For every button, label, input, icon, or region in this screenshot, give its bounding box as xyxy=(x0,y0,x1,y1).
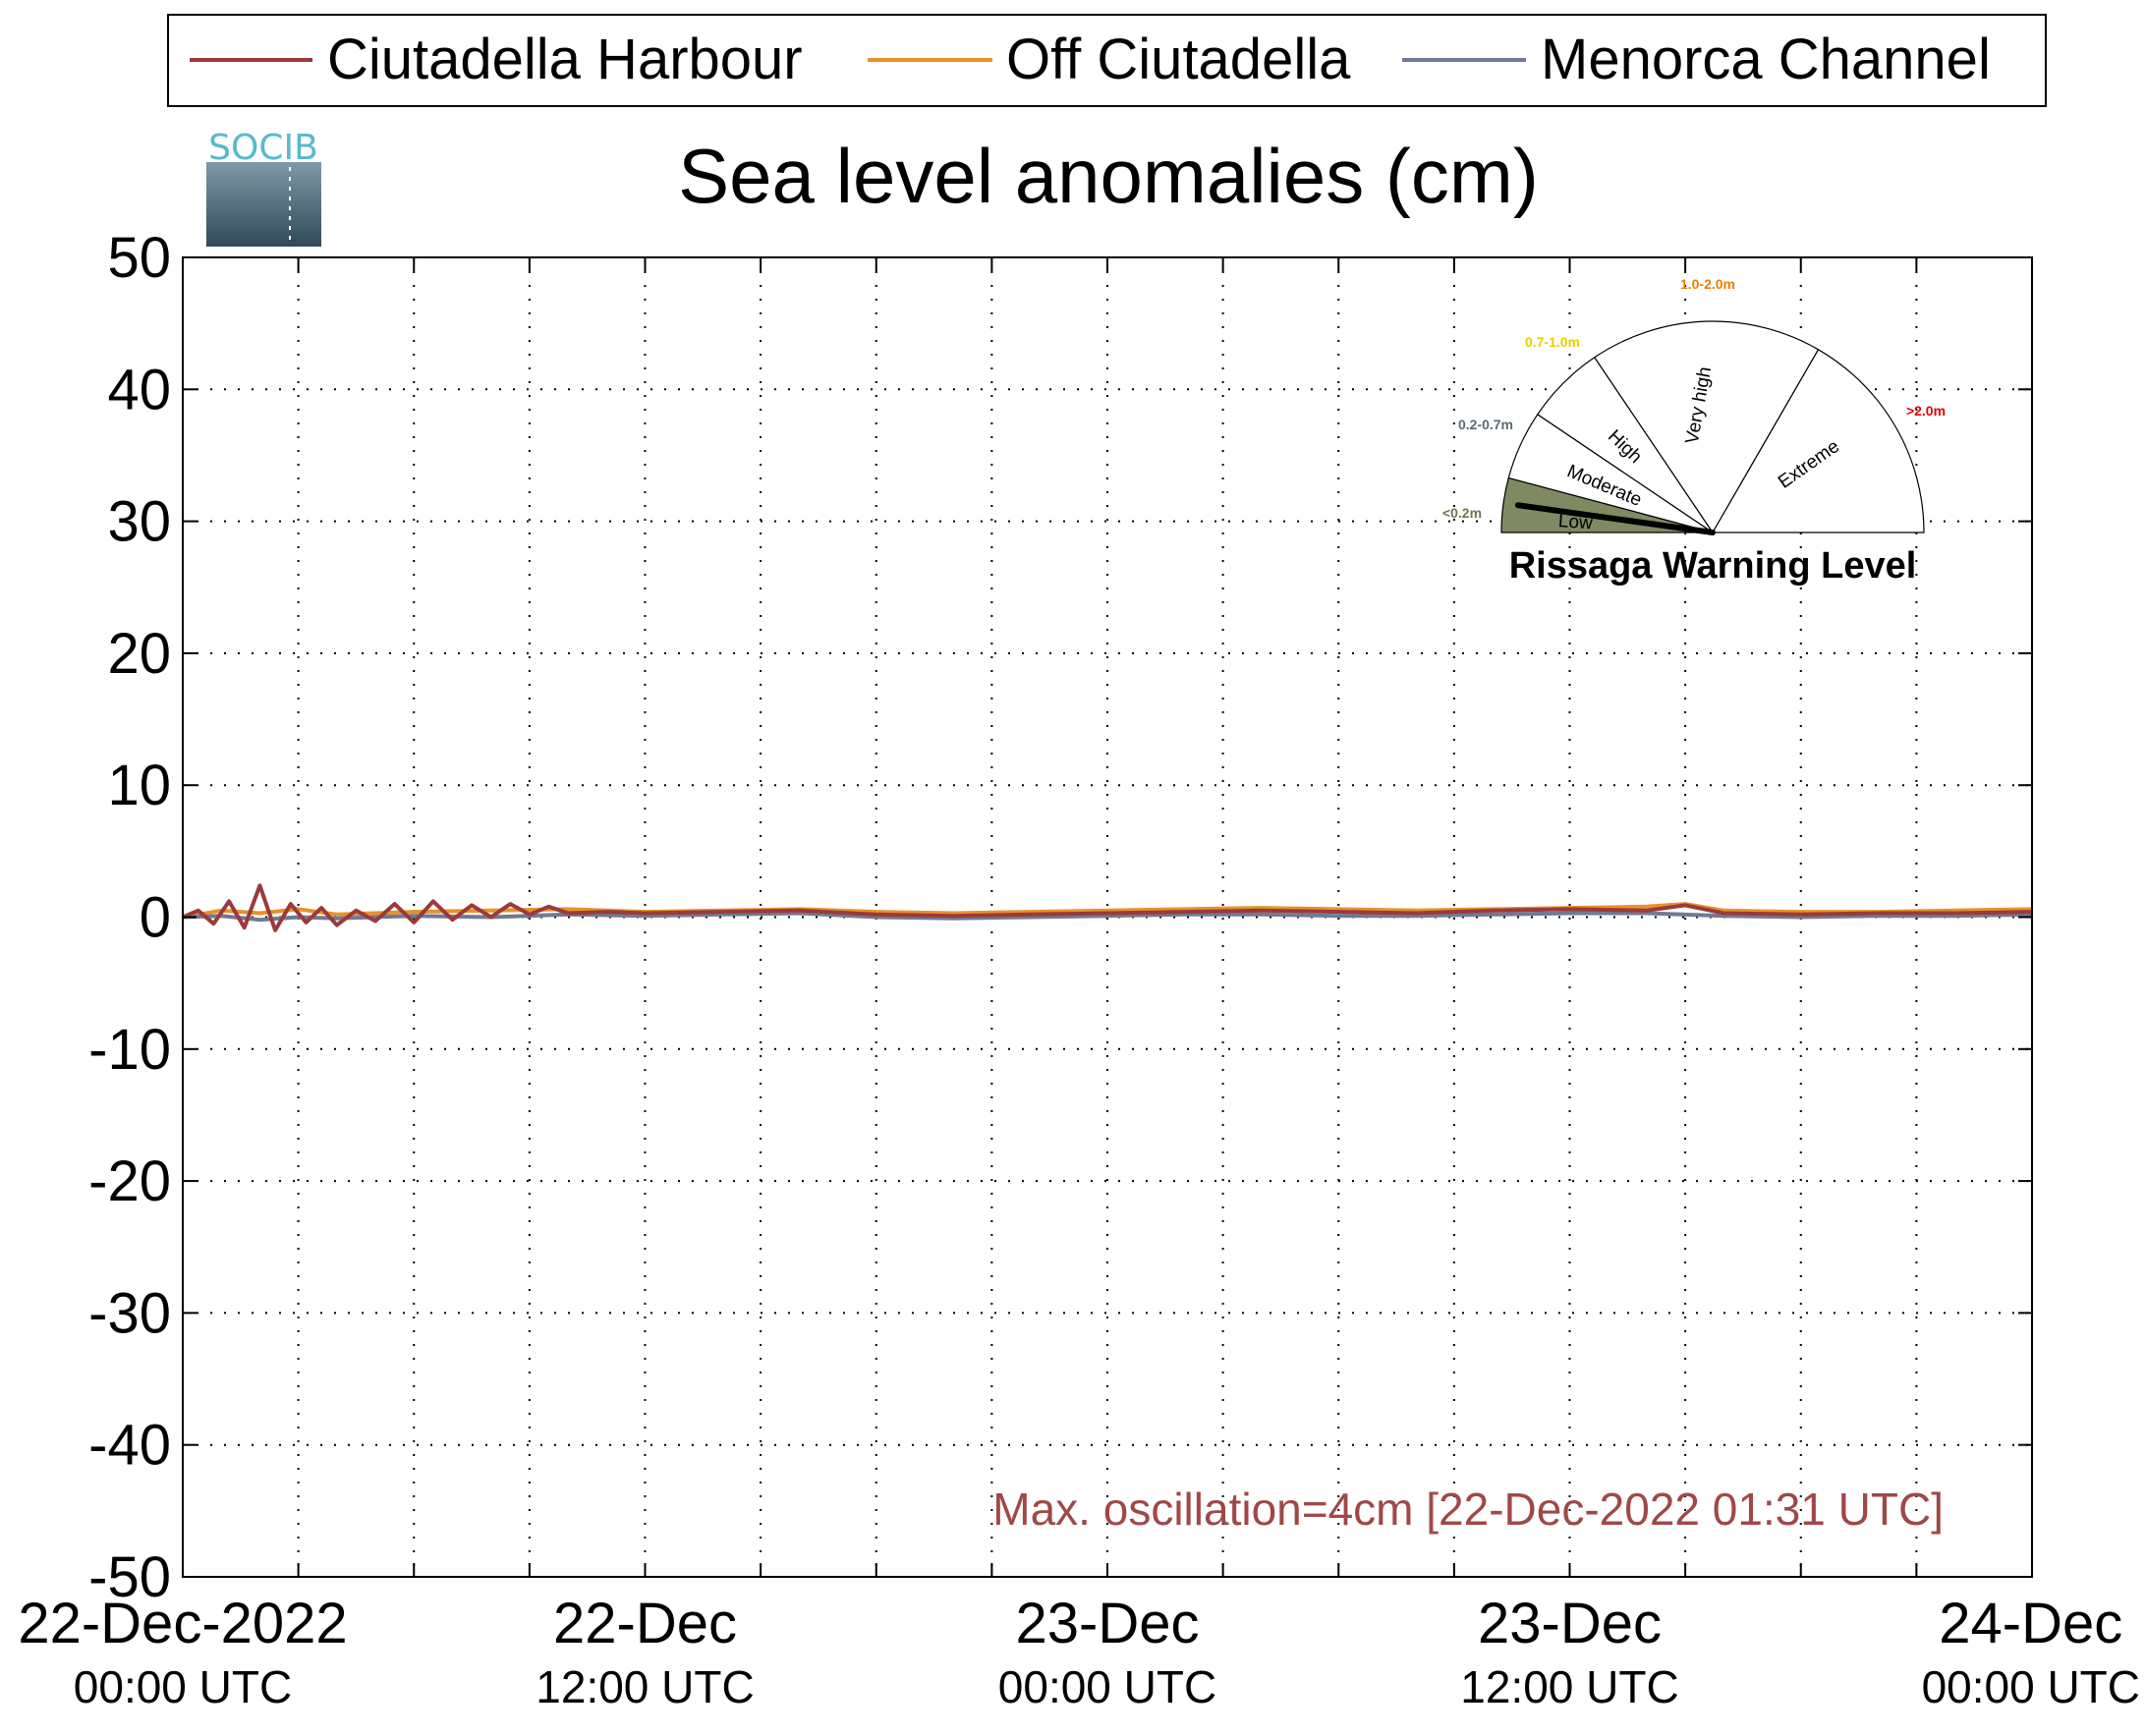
y-tick-label: -20 xyxy=(88,1149,171,1213)
y-tick-label: 0 xyxy=(140,886,171,950)
series-line-menorca-channel xyxy=(182,911,2033,923)
gauge-range-moderate: 0.2-0.7m xyxy=(1458,417,1513,432)
y-tick-label: 30 xyxy=(107,490,171,554)
gauge-needle xyxy=(1514,502,1716,535)
y-tick-label: -40 xyxy=(88,1414,171,1478)
legend-label-harbour: Ciutadella Harbour xyxy=(327,28,803,91)
gauge-range-very-high: 1.0-2.0m xyxy=(1680,276,1735,292)
gauge-title: Rissaga Warning Level xyxy=(1509,545,1917,587)
gauge-range-extreme: >2.0m xyxy=(1906,403,1946,419)
gauge-sector-extreme xyxy=(1711,348,1925,533)
x-tick-label-date: 22-Dec xyxy=(553,1592,737,1655)
x-tick-label-time: 00:00 UTC xyxy=(74,1661,292,1712)
x-tick-label-time: 12:00 UTC xyxy=(1460,1661,1678,1712)
y-tick-label: -50 xyxy=(88,1545,171,1609)
legend-label-off-ciutadella: Off Ciutadella xyxy=(1006,28,1351,91)
x-tick-label-date: 23-Dec xyxy=(1478,1592,1662,1655)
axis-ticks xyxy=(183,257,2032,1577)
y-tick-label: 10 xyxy=(107,754,171,817)
y-tick-label: 50 xyxy=(107,226,171,290)
socib-logo: SOCIB xyxy=(206,128,321,247)
logo-text: SOCIB xyxy=(208,128,318,168)
x-tick-label-time: 00:00 UTC xyxy=(1922,1661,2140,1712)
legend: Ciutadella Harbour Off Ciutadella Menorc… xyxy=(167,14,2047,107)
series-group xyxy=(182,883,2033,932)
y-tick-label: -30 xyxy=(88,1281,171,1345)
legend-label-menorca-channel: Menorca Channel xyxy=(1541,28,1991,91)
gauge-sector-very-high xyxy=(1593,320,1820,534)
y-axis-tick-labels: 50 40 30 20 10 0 -10 -20 -30 -40 -50 xyxy=(88,226,171,1609)
chart-title: Sea level anomalies (cm) xyxy=(678,133,1539,219)
y-tick-label: 20 xyxy=(107,622,171,686)
series-line-ciutadella-harbour xyxy=(182,883,2033,932)
y-tick-label: -10 xyxy=(88,1018,171,1082)
x-axis-tick-labels: 22-Dec-2022 00:00 UTC 22-Dec 12:00 UTC 23-De… xyxy=(18,1592,2140,1712)
y-tick-label: 40 xyxy=(107,358,171,421)
x-tick-label-date: 23-Dec xyxy=(1016,1592,1200,1655)
x-tick-label-time: 12:00 UTC xyxy=(536,1661,754,1712)
legend-box xyxy=(167,14,2047,107)
x-tick-label-date: 24-Dec xyxy=(1939,1592,2122,1655)
logo-wave-block xyxy=(206,162,321,247)
gauge-range-low: <0.2m xyxy=(1442,505,1482,521)
x-tick-label-time: 00:00 UTC xyxy=(998,1661,1216,1712)
max-oscillation-annotation: Max. oscillation=4cm [22-Dec-2022 01:31 … xyxy=(992,1484,1944,1535)
gauge-range-high: 0.7-1.0m xyxy=(1525,334,1580,350)
x-tick-label-date: 22-Dec-2022 xyxy=(18,1592,347,1655)
